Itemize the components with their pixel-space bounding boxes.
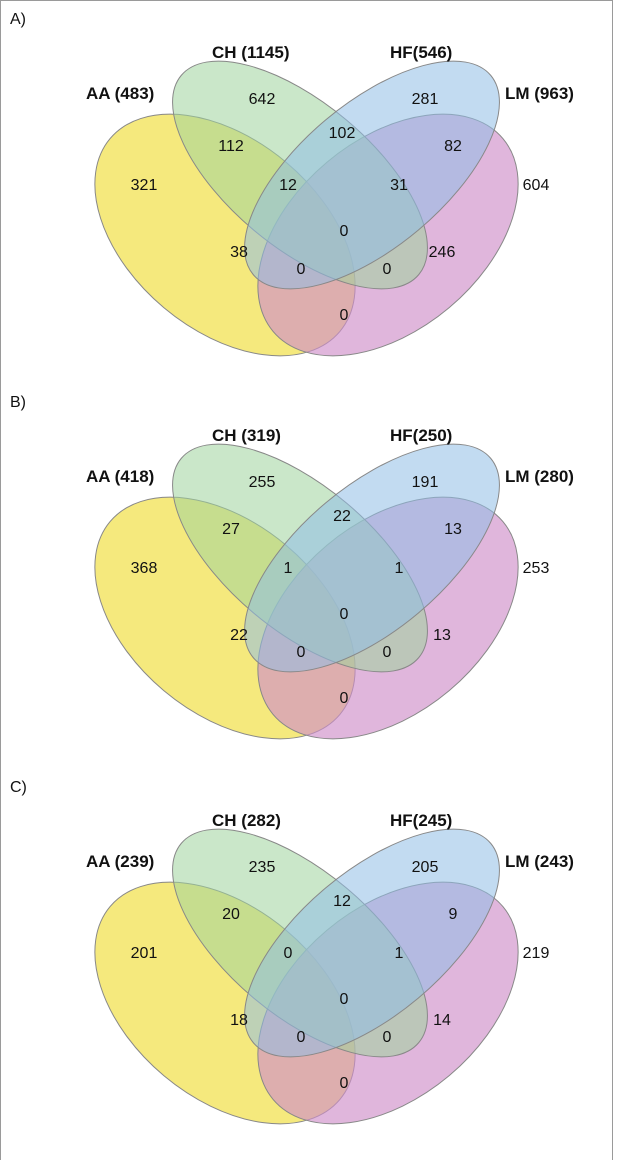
region-left-inner: 0 [297,1029,306,1046]
region-ch-only: 255 [249,474,276,491]
region-aa-ch-lm: 38 [230,244,248,261]
region-aa-hf-lm: 246 [429,244,456,261]
region-right-inner: 0 [383,261,392,278]
region-lm-only: 253 [523,560,550,577]
region-aa-ch-hf: 12 [279,177,297,194]
region-aa-ch: 20 [222,906,240,923]
region-ch-hf: 22 [333,508,351,525]
region-all: 0 [340,991,349,1008]
region-hf-only: 191 [412,474,439,491]
set-label-lm: LM (280) [505,467,574,486]
region-left-inner: 0 [297,261,306,278]
venn-diagram-a: A) AA (483) CH (1145) HF(546) LM (963) 3… [10,11,574,357]
region-right-inner: 0 [383,1029,392,1046]
region-aa-ch: 112 [218,138,244,155]
panel-label: B) [10,394,26,411]
set-label-hf: HF(245) [390,811,452,830]
region-ch-only: 235 [249,859,276,876]
venn-diagram-b: B) AA (418) CH (319) HF(250) LM (280) 36… [10,394,574,740]
region-ch-hf-lm: 31 [390,177,408,194]
region-aa-lm: 0 [340,307,349,324]
region-ch-hf-lm: 1 [395,945,404,962]
region-aa-hf-lm: 13 [433,627,451,644]
region-ch-hf: 12 [333,893,351,910]
region-aa-ch-hf: 0 [284,945,293,962]
venn-panel-c: C) AA (239) CH (282) HF(245) LM (243) 20… [0,768,617,1148]
region-left-inner: 0 [297,644,306,661]
region-hf-only: 205 [412,859,439,876]
region-aa-only: 368 [131,560,158,577]
region-aa-ch-hf: 1 [284,560,293,577]
set-label-aa: AA (239) [86,852,154,871]
panel-label: C) [10,779,27,796]
region-hf-lm: 82 [444,138,462,155]
set-label-ch: CH (319) [212,426,281,445]
region-lm-only: 219 [523,945,550,962]
set-label-hf: HF(250) [390,426,452,445]
region-aa-only: 321 [131,177,158,194]
region-ch-only: 642 [249,91,276,108]
set-ellipse-hf [244,828,500,1058]
venn-panel-b: B) AA (418) CH (319) HF(250) LM (280) 36… [0,383,617,763]
region-aa-only: 201 [131,945,158,962]
set-label-lm: LM (243) [505,852,574,871]
region-ch-hf: 102 [329,125,356,142]
venn-diagram-c: C) AA (239) CH (282) HF(245) LM (243) 20… [10,779,574,1125]
region-aa-hf-lm: 14 [433,1012,451,1029]
region-hf-lm: 13 [444,521,462,538]
region-right-inner: 0 [383,644,392,661]
region-all: 0 [340,223,349,240]
region-aa-ch-lm: 22 [230,627,248,644]
panel-label: A) [10,11,26,28]
set-label-ch: CH (1145) [212,43,289,62]
set-label-aa: AA (483) [86,84,154,103]
set-label-lm: LM (963) [505,84,574,103]
region-lm-only: 604 [523,177,550,194]
venn-panel-a: A) AA (483) CH (1145) HF(546) LM (963) 3… [0,0,617,380]
region-all: 0 [340,606,349,623]
set-ellipse-hf [244,60,500,290]
region-hf-only: 281 [412,91,439,108]
set-ellipse-hf [244,443,500,673]
region-aa-ch: 27 [222,521,240,538]
region-aa-lm: 0 [340,1075,349,1092]
set-label-ch: CH (282) [212,811,281,830]
region-aa-ch-lm: 18 [230,1012,248,1029]
set-label-aa: AA (418) [86,467,154,486]
region-hf-lm: 9 [449,906,458,923]
region-aa-lm: 0 [340,690,349,707]
region-ch-hf-lm: 1 [395,560,404,577]
set-label-hf: HF(546) [390,43,452,62]
